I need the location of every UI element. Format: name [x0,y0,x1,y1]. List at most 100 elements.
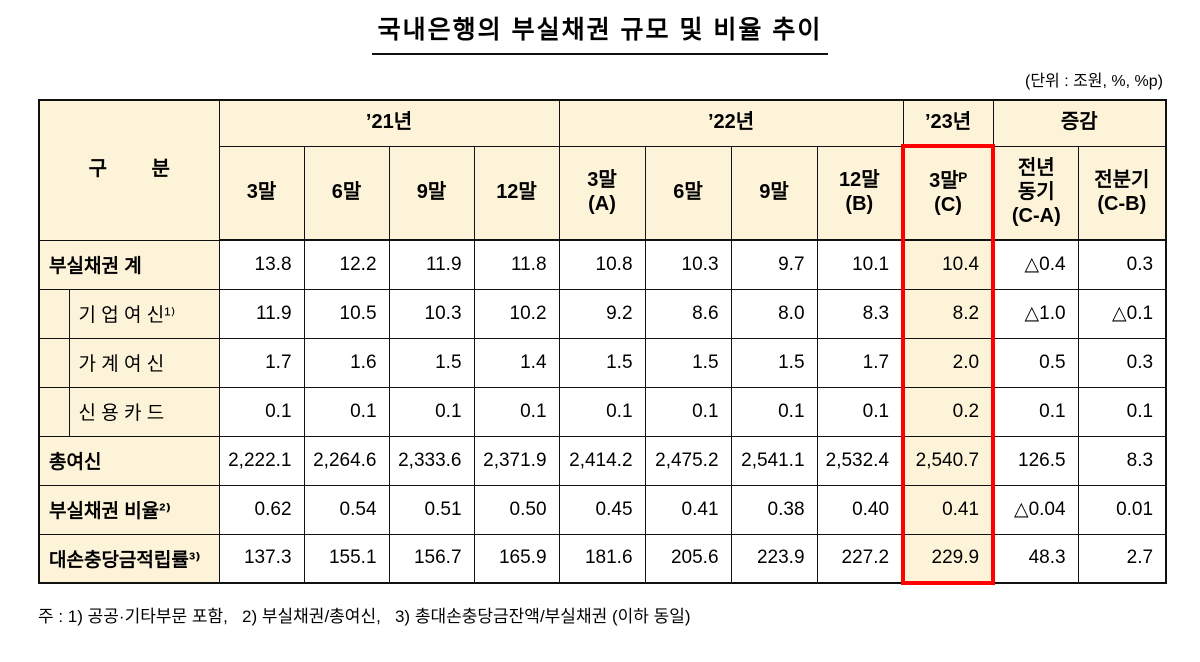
value-cell: 48.3 [992,533,1079,584]
value-cell: 223.9 [730,533,818,584]
table-row: 신 용 카 드 0.1 0.1 0.1 0.1 0.1 0.1 0.1 0.1 … [38,386,1167,437]
value-cell: 0.1 [992,386,1079,437]
sub-header-cell: 6말 [303,145,390,241]
value-cell: 1.7 [218,337,305,388]
value-cell: 8.6 [644,288,732,339]
sub-header-cell-2023q1: 3말ᴾ (C) [901,144,996,241]
value-cell: 10.3 [644,239,732,290]
value-cell: 2,475.2 [644,435,732,486]
value-cell: 1.5 [644,337,732,388]
value-cell: 1.5 [730,337,818,388]
value-cell-highlight: 0.2 [901,386,996,437]
value-cell: 126.5 [992,435,1079,486]
row-label: 부실채권 계 [38,239,220,290]
value-cell: 2,532.4 [816,435,904,486]
value-cell: 0.1 [303,386,390,437]
row-label: 신 용 카 드 [68,386,220,437]
value-cell: 0.40 [816,484,904,535]
group-header-2023: ’23년 [902,99,994,147]
sub-header-cell: 3말 (A) [558,145,646,241]
value-cell: 10.2 [473,288,560,339]
value-cell: 0.45 [558,484,646,535]
value-cell: 9.2 [558,288,646,339]
value-cell: 9.7 [730,239,818,290]
indent-cell [38,288,70,339]
value-cell: 155.1 [303,533,390,584]
value-cell: 0.5 [992,337,1079,388]
value-cell-highlight: 2,540.7 [901,435,996,486]
value-cell: 0.54 [303,484,390,535]
sub-header-row: 3말 6말 9말 12말 3말 (A) 6말 9말 12말 (B) 3말ᴾ (C… [39,144,1167,241]
value-cell: 2,264.6 [303,435,390,486]
table-row: 기 업 여 신¹⁾ 11.9 10.5 10.3 10.2 9.2 8.6 8.… [38,288,1167,339]
value-cell: 2,541.1 [730,435,818,486]
sub-header-cell: 전년 동기 (C-A) [992,145,1079,241]
value-cell: 8.0 [730,288,818,339]
value-cell-highlight: 229.9 [901,533,996,585]
page-title: 국내은행의 부실채권 규모 및 비율 추이 [371,10,829,55]
value-cell: 1.6 [303,337,390,388]
value-cell: 0.50 [473,484,560,535]
value-cell: 8.3 [816,288,904,339]
value-cell: 8.3 [1077,435,1167,486]
value-cell: △0.04 [992,484,1079,535]
value-cell: 0.1 [644,386,732,437]
value-cell: △0.1 [1077,288,1167,339]
group-header-2021: ’21년 [218,99,560,147]
value-cell: 0.3 [1077,239,1167,290]
value-cell: 0.1 [388,386,475,437]
value-cell: 0.41 [644,484,732,535]
value-cell: 0.1 [1077,386,1167,437]
sub-header-cell: 3말 [218,145,305,241]
value-cell: 227.2 [816,533,904,584]
footnote: 주 : 1) 공공·기타부문 포함, 2) 부실채권/총여신, 3) 총대손충당… [38,607,691,626]
value-cell: 181.6 [558,533,646,584]
value-cell: 13.8 [218,239,305,290]
value-cell: 0.38 [730,484,818,535]
table-row: 가 계 여 신 1.7 1.6 1.5 1.4 1.5 1.5 1.5 1.7 … [38,337,1167,388]
value-cell: 10.1 [816,239,904,290]
value-cell: 0.1 [816,386,904,437]
value-cell: 10.5 [303,288,390,339]
row-label: 총여신 [38,435,220,486]
value-cell: 0.1 [730,386,818,437]
value-cell-highlight: 2.0 [901,337,996,388]
value-cell: 0.3 [1077,337,1167,388]
value-cell: 10.8 [558,239,646,290]
value-cell: 0.1 [218,386,305,437]
value-cell: 137.3 [218,533,305,584]
value-cell: 11.9 [388,239,475,290]
value-cell: 205.6 [644,533,732,584]
value-cell-highlight: 0.41 [901,484,996,535]
corner-header: 구 분 [38,99,220,241]
value-cell-highlight: 10.4 [901,239,996,290]
indent-cell [38,386,70,437]
value-cell: 0.62 [218,484,305,535]
table-row: 대손충당금적립률³⁾ 137.3 155.1 156.7 165.9 181.6… [38,533,1167,585]
value-cell: 2,371.9 [473,435,560,486]
row-label: 가 계 여 신 [68,337,220,388]
sub-header-cell: 12말 (B) [816,145,904,241]
value-cell: 12.2 [303,239,390,290]
table-row: 부실채권 계 13.8 12.2 11.9 11.8 10.8 10.3 9.7… [38,239,1167,290]
value-cell: 0.51 [388,484,475,535]
value-cell-highlight: 8.2 [901,288,996,339]
value-cell: 10.3 [388,288,475,339]
value-cell: 11.9 [218,288,305,339]
value-cell: 165.9 [473,533,560,584]
value-cell: 0.01 [1077,484,1167,535]
value-cell: △0.4 [992,239,1079,290]
value-cell: 11.8 [473,239,560,290]
sub-header-cell: 9말 [388,145,475,241]
table-row: 총여신 2,222.1 2,264.6 2,333.6 2,371.9 2,41… [38,435,1167,486]
value-cell: 156.7 [388,533,475,584]
table-row: 부실채권 비율²⁾ 0.62 0.54 0.51 0.50 0.45 0.41 … [38,484,1167,535]
sub-header-cell: 전분기 (C-B) [1077,145,1167,241]
value-cell: △1.0 [992,288,1079,339]
value-cell: 2,333.6 [388,435,475,486]
sub-header-cell: 9말 [730,145,818,241]
value-cell: 0.1 [473,386,560,437]
value-cell: 2,414.2 [558,435,646,486]
sub-header-cell: 6말 [644,145,732,241]
